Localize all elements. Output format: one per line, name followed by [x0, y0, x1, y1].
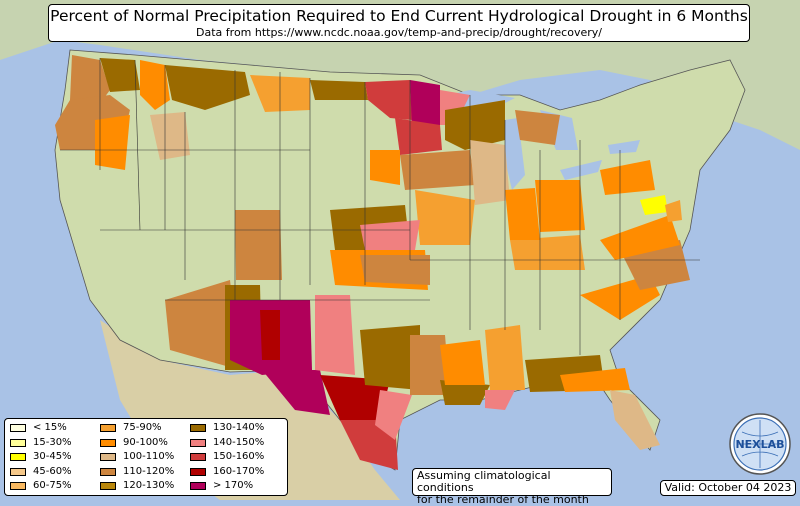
- legend-swatch: [100, 467, 116, 476]
- region-id: [140, 60, 170, 110]
- region-ia: [400, 150, 475, 190]
- drought-regions: [55, 55, 690, 470]
- legend-item: 150-160%: [190, 451, 264, 463]
- legend-item: > 170%: [190, 480, 253, 492]
- nexlab-logo-icon: NEXLAB: [729, 413, 791, 475]
- legend-label: 75-90%: [123, 422, 162, 433]
- region-tx-panhandle: [315, 295, 355, 375]
- legend-item: 45-60%: [10, 466, 72, 478]
- legend-label: 150-160%: [213, 451, 265, 462]
- legend-swatch: [190, 482, 206, 490]
- legend-swatch: [10, 453, 26, 461]
- legend-label: 90-100%: [123, 436, 168, 448]
- legend-item: 60-75%: [10, 480, 72, 492]
- legend-item: 120-130%: [100, 480, 174, 492]
- svg-text:NEXLAB: NEXLAB: [735, 438, 784, 451]
- note-line-2: for the remainder of the month: [417, 493, 589, 506]
- region-de: [665, 200, 682, 222]
- legend-item: 160-170%: [190, 466, 264, 478]
- legend-swatch: [100, 453, 116, 461]
- legend-label: 15-30%: [33, 436, 72, 448]
- map-subtitle: Data from https://www.ncdc.noaa.gov/temp…: [196, 26, 602, 39]
- region-tx-central: [320, 375, 390, 420]
- region-mn-red: [365, 80, 412, 120]
- legend-label: 160-170%: [213, 465, 265, 477]
- assumption-note: Assuming climatological conditions for t…: [412, 468, 612, 506]
- map-title: Percent of Normal Precipitation Required…: [50, 7, 748, 25]
- region-la-gulf: [440, 380, 490, 405]
- region-nd: [310, 80, 368, 100]
- legend-swatch: [10, 467, 26, 476]
- legend-swatch: [10, 482, 26, 490]
- region-id-south: [150, 112, 190, 160]
- legend-swatch: [10, 424, 26, 432]
- region-gulf-pink: [485, 390, 515, 410]
- region-mi: [515, 110, 560, 145]
- legend-label: 140-150%: [213, 436, 265, 448]
- region-co: [235, 210, 282, 280]
- legend-item: 100-110%: [100, 451, 174, 463]
- region-fl: [610, 390, 660, 450]
- title-box: Percent of Normal Precipitation Required…: [48, 4, 750, 42]
- legend-label: 100-110%: [123, 451, 175, 462]
- region-wi: [445, 100, 505, 150]
- legend-label: < 15%: [33, 422, 67, 433]
- legend: < 15% 15-30% 30-45% 45-60% 60-75% 75-90% 90-10…: [4, 418, 288, 496]
- region-in: [505, 188, 540, 240]
- region-ms: [440, 340, 485, 385]
- region-il: [470, 140, 510, 205]
- region-az: [165, 280, 240, 370]
- region-tx-salmon: [375, 390, 412, 440]
- legend-item: 75-90%: [100, 422, 162, 434]
- region-md-yellow: [640, 195, 668, 215]
- legend-item: 110-120%: [100, 466, 174, 478]
- region-ks-pink: [360, 220, 420, 250]
- legend-swatch: [190, 467, 206, 476]
- legend-item: 130-140%: [190, 422, 264, 434]
- region-mn: [410, 80, 440, 130]
- legend-item: 90-100%: [100, 437, 168, 449]
- region-wa-central: [100, 58, 140, 92]
- lake-ontario: [608, 140, 640, 154]
- region-mt: [165, 65, 250, 110]
- legend-swatch: [10, 438, 26, 447]
- region-ia-n: [395, 118, 442, 155]
- legend-swatch: [100, 438, 116, 447]
- legend-swatch: [190, 453, 206, 461]
- region-ky: [510, 235, 585, 270]
- region-tx-west: [262, 370, 330, 415]
- legend-label: 130-140%: [213, 422, 265, 433]
- state-borders: [60, 58, 700, 355]
- legend-swatch: [190, 424, 206, 432]
- legend-swatch: [100, 482, 116, 490]
- legend-swatch: [100, 424, 116, 432]
- region-al: [485, 325, 525, 390]
- legend-item: < 15%: [10, 422, 67, 434]
- legend-item: 140-150%: [190, 437, 264, 449]
- region-or-south: [95, 115, 130, 170]
- note-line-1: Assuming climatological conditions: [417, 469, 551, 494]
- legend-label: 60-75%: [33, 480, 72, 491]
- region-fl-panhandle: [560, 368, 630, 392]
- legend-label: 30-45%: [33, 451, 72, 462]
- region-mo: [415, 190, 475, 245]
- region-ok-brown: [360, 255, 430, 285]
- legend-label: 45-60%: [33, 465, 72, 477]
- region-pa: [600, 160, 655, 195]
- legend-label: 110-120%: [123, 465, 175, 477]
- legend-item: 30-45%: [10, 451, 72, 463]
- legend-label: 120-130%: [123, 480, 175, 491]
- legend-item: 15-30%: [10, 437, 72, 449]
- lake-erie: [560, 160, 602, 180]
- region-ne-orange: [370, 150, 400, 185]
- valid-date: Valid: October 04 2023: [660, 480, 796, 496]
- region-tx-south: [340, 420, 398, 470]
- legend-swatch: [190, 438, 206, 447]
- region-nm-red: [260, 310, 280, 360]
- region-tx-east: [360, 325, 420, 390]
- legend-label: > 170%: [213, 480, 254, 491]
- region-oh: [535, 180, 585, 232]
